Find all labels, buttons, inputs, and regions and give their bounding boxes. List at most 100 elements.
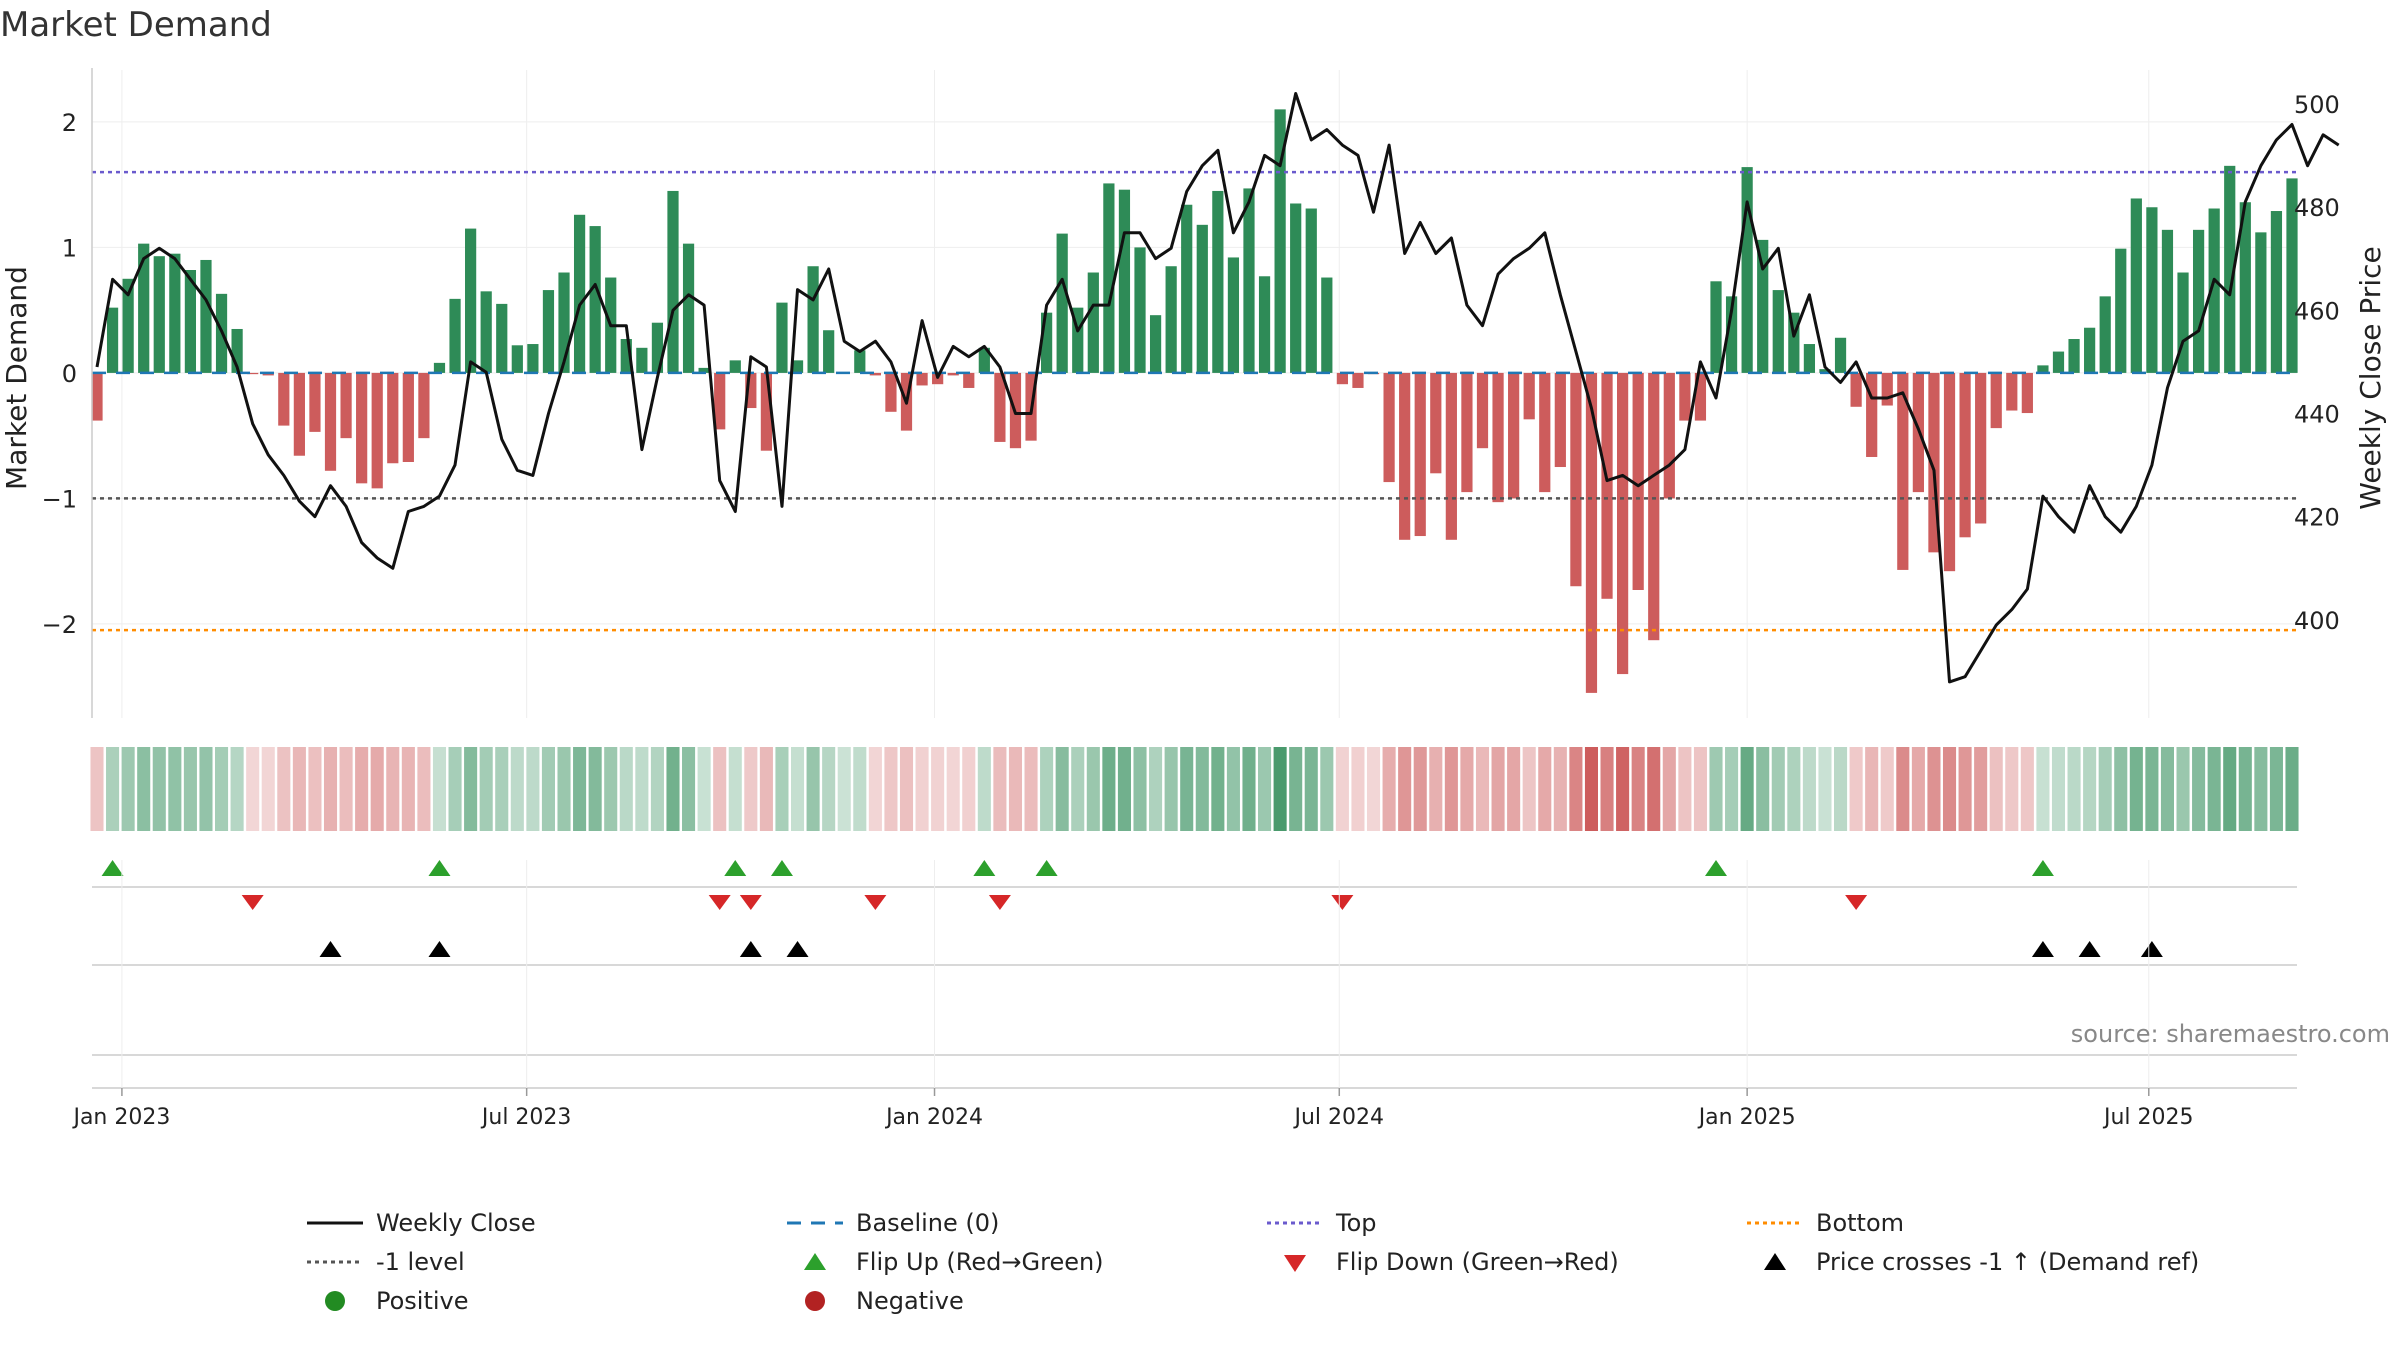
demand-bar [1508, 372, 1520, 499]
strip-cell [1273, 747, 1287, 831]
demand-bar [1212, 190, 1224, 373]
demand-bar [2052, 351, 2065, 373]
strip-cell [1927, 747, 1941, 831]
strip-cell [1647, 747, 1661, 831]
strip-cell [370, 747, 384, 831]
strip-cell [168, 747, 182, 831]
demand-bar [2239, 202, 2251, 373]
demand-bar [1414, 372, 1426, 537]
strip-cell [448, 747, 462, 831]
strip-cell [1102, 747, 1116, 831]
x-tick-label: Jan 2023 [71, 1105, 170, 1130]
demand-bar [1648, 372, 1660, 641]
demand-bar [1134, 247, 1146, 373]
flip-down-marker [1331, 895, 1354, 910]
demand-bar [1943, 372, 1956, 572]
demand-bar [200, 259, 212, 373]
y2-tick-label: 400 [2294, 607, 2340, 635]
strip-cell [977, 747, 991, 831]
strip-cell [993, 747, 1007, 831]
demand-bar [2224, 165, 2236, 373]
demand-bar [1881, 372, 1893, 406]
demand-bar [1570, 372, 1582, 587]
demand-bar [1554, 372, 1566, 468]
demand-bar [106, 307, 119, 373]
strip-cell [277, 747, 291, 831]
demand-bar [636, 347, 648, 373]
demand-bar [356, 372, 368, 484]
strip-cell [2114, 747, 2128, 831]
demand-bar [122, 278, 134, 373]
cross-markers [92, 941, 2297, 966]
demand-bar [869, 372, 881, 376]
strip-cell [1382, 747, 1396, 831]
strip-cell [2269, 747, 2283, 831]
flip-down-marker [241, 895, 264, 910]
strip-cell [1460, 747, 1474, 831]
strip-cell [261, 747, 275, 831]
demand-bar [1476, 372, 1489, 449]
demand-strip [90, 747, 2299, 831]
price-cross-marker [2031, 941, 2054, 957]
strip-cell [417, 747, 431, 831]
strip-cell [1335, 747, 1349, 831]
demand-bar [1990, 372, 2002, 429]
demand-bar [402, 372, 414, 462]
demand-bar [620, 339, 632, 373]
demand-bar [1616, 372, 1629, 675]
strip-cell [2192, 747, 2206, 831]
strip-cell [1008, 747, 1023, 831]
y-axis-label: Market Demand [0, 266, 33, 490]
demand-bar [1399, 372, 1411, 540]
demand-bar [854, 350, 866, 373]
demand-bar [1725, 296, 1738, 373]
demand-bar [1975, 372, 1987, 524]
legend-flip-up: Flip Up (Red→Green) [780, 1247, 1260, 1277]
demand-bar [153, 256, 165, 373]
demand-bar [247, 372, 259, 375]
demand-bar [1741, 167, 1753, 373]
strip-cell [1242, 747, 1256, 831]
strip-cell [2005, 747, 2019, 831]
demand-bar [1632, 372, 1644, 590]
demand-bar [1041, 312, 1053, 373]
legend-bottom: Bottom [1740, 1208, 2250, 1238]
strip-cell [744, 747, 758, 831]
flip-up-marker [724, 860, 747, 876]
demand-bar [1679, 372, 1691, 421]
strip-cell [1756, 747, 1770, 831]
price-cross-marker [2140, 941, 2163, 957]
flip-up-marker [2031, 860, 2054, 876]
demand-bar [449, 298, 461, 373]
demand-bar [371, 372, 383, 489]
strip-cell [822, 747, 836, 831]
strip-cell [1787, 747, 1801, 831]
strip-cell [713, 747, 727, 831]
strip-cell [915, 747, 929, 831]
strip-cell [1522, 747, 1536, 831]
demand-bar [2255, 232, 2267, 373]
strip-cell [1974, 747, 1988, 831]
price-cross-marker [786, 941, 809, 957]
strip-cell [479, 747, 493, 831]
strip-cell [510, 747, 524, 831]
y-tick-label: 1 [62, 234, 77, 262]
axes: 2 1 0 −1 −2 500 480 460 440 420 400 [42, 68, 2340, 718]
strip-cell [230, 747, 244, 831]
flip-up-marker [428, 860, 451, 876]
strip-cell [246, 747, 260, 831]
demand-bar [1601, 372, 1613, 599]
strip-cell [199, 747, 213, 831]
strip-cell [1958, 747, 1972, 831]
flip-markers [92, 860, 2297, 910]
demand-bar [1523, 372, 1535, 420]
y2-tick-label: 440 [2294, 400, 2340, 428]
strip-cell [619, 747, 633, 831]
strip-cell [1289, 747, 1303, 831]
strip-cell [1180, 747, 1194, 831]
demand-bar [1243, 188, 1255, 373]
strip-cell [931, 747, 945, 831]
demand-bar [1290, 203, 1302, 373]
strip-cell [1304, 747, 1318, 831]
strip-cell [1989, 747, 2003, 831]
